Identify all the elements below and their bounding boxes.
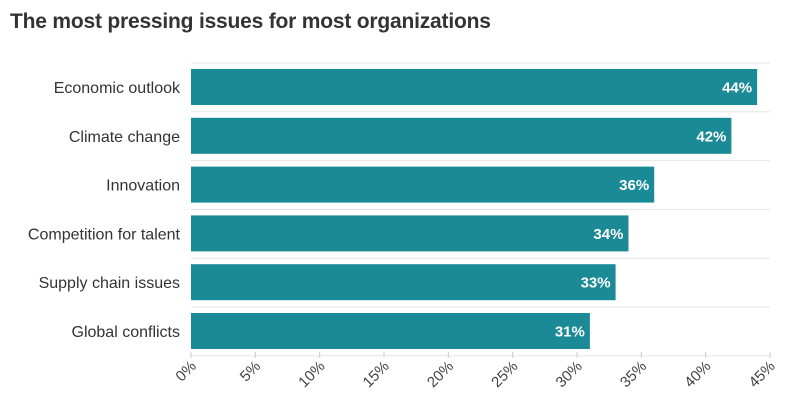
category-label: Competition for talent (28, 226, 181, 243)
bar (191, 264, 616, 301)
value-label: 33% (581, 275, 611, 292)
x-tick-label: 45% (746, 358, 779, 391)
value-label: 31% (555, 324, 585, 341)
bar (191, 215, 629, 252)
bar (191, 166, 655, 203)
category-label: Supply chain issues (39, 275, 180, 292)
value-label: 34% (593, 226, 623, 243)
x-tick-label: 20% (424, 358, 457, 391)
x-tick-label: 10% (295, 358, 328, 391)
x-tick-label: 5% (237, 358, 264, 385)
value-label: 44% (722, 80, 752, 97)
value-label: 36% (619, 177, 649, 194)
bar (191, 69, 758, 105)
value-label: 42% (696, 128, 726, 145)
category-label: Global conflicts (72, 324, 181, 341)
x-tick-label: 35% (617, 358, 650, 391)
bar (191, 313, 590, 349)
chart-title: The most pressing issues for most organi… (10, 10, 491, 33)
bar (191, 117, 732, 154)
x-tick-label: 25% (488, 358, 521, 391)
x-tick-label: 15% (360, 358, 393, 391)
category-label: Economic outlook (54, 80, 181, 97)
x-tick-label: 0% (172, 358, 199, 385)
x-tick-label: 40% (681, 358, 714, 391)
category-label: Innovation (106, 178, 180, 195)
x-tick-label: 30% (553, 358, 586, 391)
category-label: Climate change (69, 129, 180, 146)
